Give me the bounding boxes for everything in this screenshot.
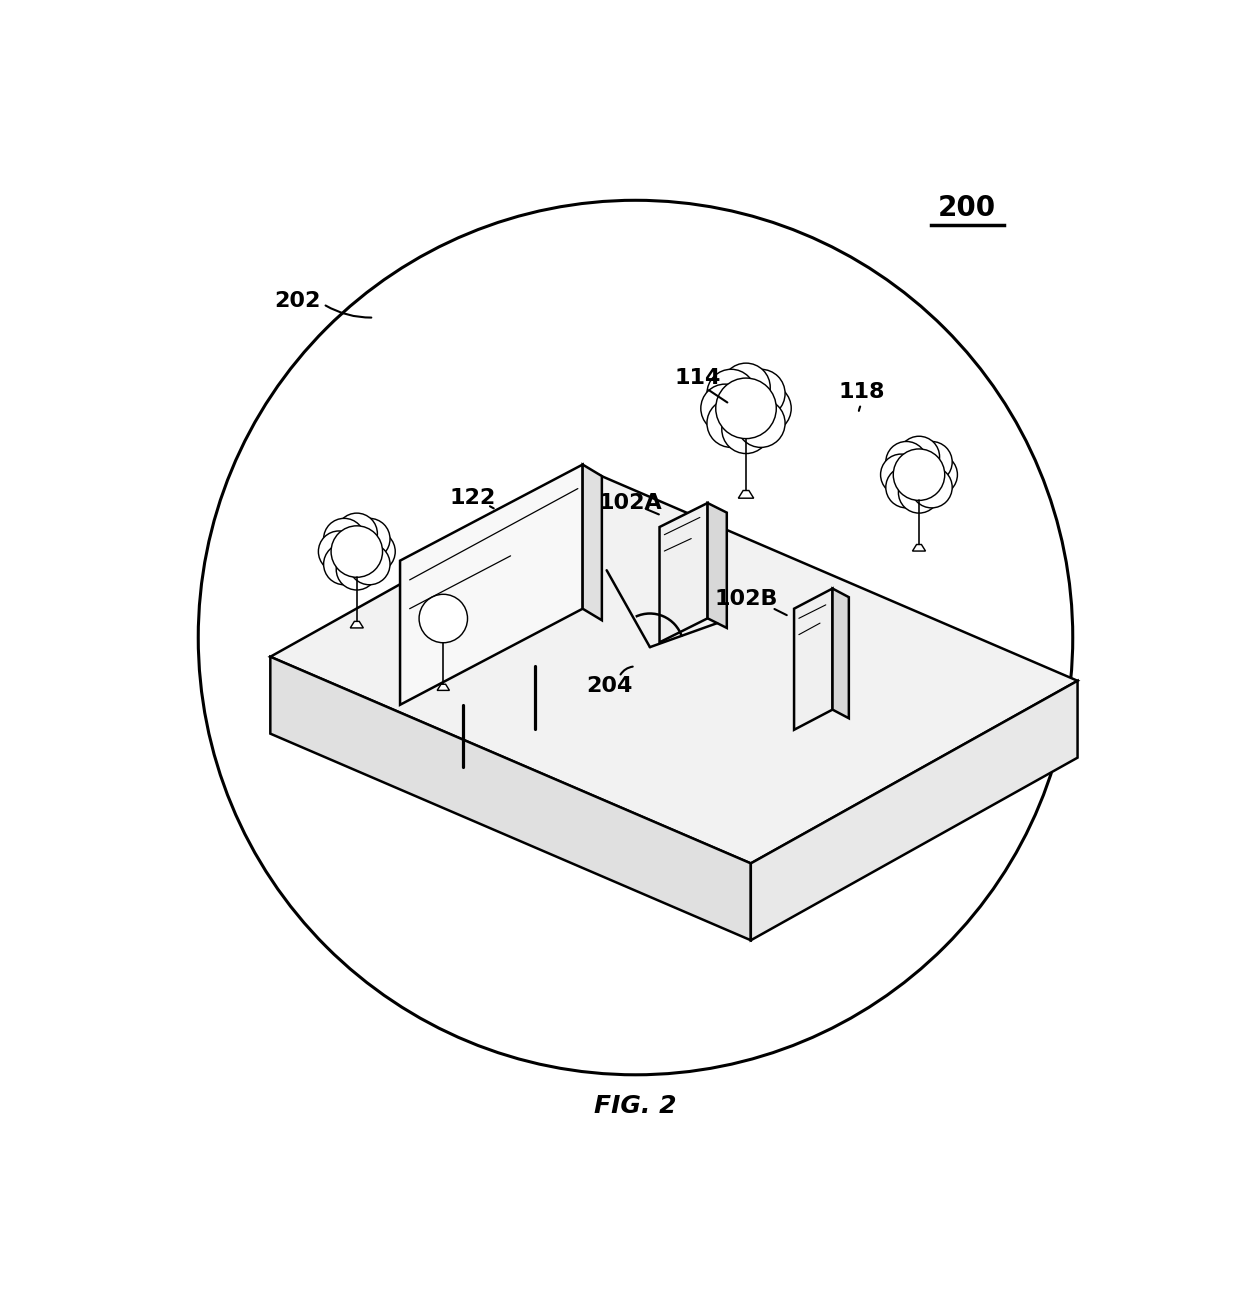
Circle shape bbox=[737, 399, 785, 448]
Polygon shape bbox=[660, 503, 708, 643]
Polygon shape bbox=[708, 503, 727, 627]
Polygon shape bbox=[270, 657, 751, 940]
Circle shape bbox=[412, 587, 451, 626]
Circle shape bbox=[348, 544, 391, 585]
Circle shape bbox=[440, 599, 480, 638]
Polygon shape bbox=[401, 465, 583, 705]
Circle shape bbox=[885, 442, 928, 483]
Text: 114: 114 bbox=[675, 368, 722, 389]
Circle shape bbox=[435, 587, 475, 626]
Circle shape bbox=[324, 519, 365, 559]
Polygon shape bbox=[794, 589, 832, 729]
Circle shape bbox=[722, 363, 770, 412]
Circle shape bbox=[911, 442, 952, 483]
Polygon shape bbox=[832, 589, 849, 718]
Polygon shape bbox=[738, 491, 754, 498]
Polygon shape bbox=[751, 680, 1078, 940]
Circle shape bbox=[893, 449, 945, 501]
Circle shape bbox=[424, 582, 463, 621]
Text: 202: 202 bbox=[274, 292, 320, 311]
Circle shape bbox=[412, 611, 451, 649]
Circle shape bbox=[435, 611, 475, 649]
Polygon shape bbox=[270, 474, 1078, 864]
Circle shape bbox=[885, 467, 928, 507]
Circle shape bbox=[348, 519, 391, 559]
Circle shape bbox=[331, 525, 383, 577]
Circle shape bbox=[899, 473, 940, 513]
Text: 122: 122 bbox=[449, 488, 495, 509]
Circle shape bbox=[916, 454, 957, 496]
Text: 118: 118 bbox=[838, 382, 884, 403]
Circle shape bbox=[880, 454, 921, 496]
Circle shape bbox=[336, 513, 377, 554]
Circle shape bbox=[424, 616, 463, 655]
Text: 204: 204 bbox=[587, 675, 632, 696]
Circle shape bbox=[911, 467, 952, 507]
Circle shape bbox=[701, 385, 749, 432]
Text: FIG. 2: FIG. 2 bbox=[594, 1093, 677, 1118]
Circle shape bbox=[899, 436, 940, 478]
Text: 102B: 102B bbox=[714, 589, 777, 609]
Polygon shape bbox=[438, 684, 449, 691]
Polygon shape bbox=[913, 545, 925, 551]
Circle shape bbox=[707, 369, 755, 418]
Circle shape bbox=[743, 385, 791, 432]
Text: 200: 200 bbox=[937, 194, 996, 222]
Circle shape bbox=[737, 369, 785, 418]
Circle shape bbox=[722, 405, 770, 453]
Circle shape bbox=[707, 399, 755, 448]
Text: 102A: 102A bbox=[599, 493, 662, 513]
Circle shape bbox=[324, 544, 365, 585]
Circle shape bbox=[319, 531, 360, 572]
Circle shape bbox=[715, 378, 776, 439]
Circle shape bbox=[419, 594, 467, 643]
Circle shape bbox=[355, 531, 396, 572]
Circle shape bbox=[407, 599, 446, 638]
Circle shape bbox=[336, 549, 377, 590]
Polygon shape bbox=[583, 465, 601, 620]
Polygon shape bbox=[350, 621, 363, 627]
